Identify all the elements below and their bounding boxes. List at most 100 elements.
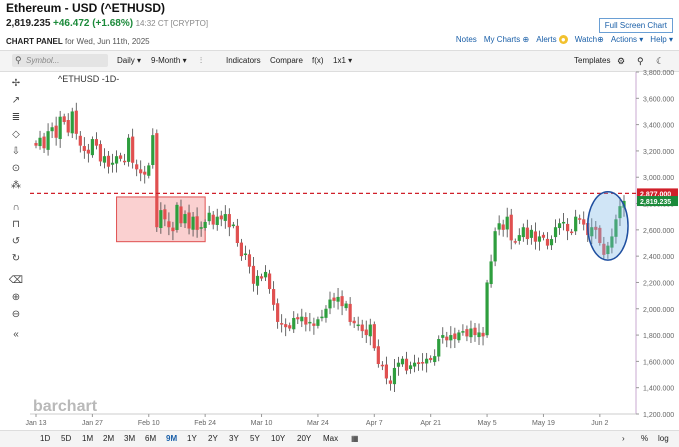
- candle-body: [364, 329, 368, 336]
- range-dropdown[interactable]: 9-Month ▾: [151, 56, 187, 65]
- candle-body: [296, 317, 300, 320]
- candle-body: [461, 331, 465, 333]
- candle-body: [34, 143, 38, 146]
- log-toggle[interactable]: log: [658, 434, 669, 443]
- calendar-icon[interactable]: ▦: [351, 434, 359, 443]
- shape-icon[interactable]: ◇: [12, 129, 20, 140]
- y-tick-label: 1,200.000: [643, 412, 674, 419]
- candle-body: [259, 276, 264, 279]
- percent-toggle[interactable]: %: [641, 434, 649, 443]
- range-max[interactable]: Max: [323, 434, 339, 443]
- candle-body: [98, 144, 103, 162]
- y-tick-label: 3,600.000: [643, 96, 674, 103]
- range-1m[interactable]: 1M: [82, 434, 94, 443]
- grid: [30, 72, 637, 415]
- range-5d[interactable]: 5D: [61, 434, 72, 443]
- candle-body: [517, 235, 521, 241]
- candle-body: [545, 238, 550, 246]
- redo-icon[interactable]: ↻: [11, 253, 21, 264]
- last-price-tag-bg: [637, 196, 678, 207]
- range-2y[interactable]: 2Y: [208, 434, 218, 443]
- candle-body: [54, 125, 58, 138]
- trash-icon[interactable]: ⌫: [8, 275, 24, 286]
- candle-body: [135, 164, 139, 170]
- last-price-tag: 2,819.235: [640, 199, 671, 206]
- range-5y[interactable]: 5Y: [250, 434, 260, 443]
- candle-body: [50, 127, 54, 132]
- range-3m[interactable]: 3M: [124, 434, 136, 443]
- candle-body: [606, 245, 610, 255]
- x-tick-label: Apr 7: [366, 420, 383, 427]
- chevron-right-icon[interactable]: ›: [622, 434, 625, 443]
- range-10y[interactable]: 10Y: [271, 434, 286, 443]
- quote-time: 14:32 CT [CRYPTO]: [135, 19, 209, 28]
- collapse-icon[interactable]: «: [13, 329, 19, 340]
- zoom-in-icon[interactable]: ⊕: [11, 292, 21, 303]
- dark-mode-icon[interactable]: ☾: [656, 56, 665, 66]
- x-tick-label: Feb 10: [138, 420, 160, 427]
- candle-body: [147, 165, 151, 176]
- search-icon[interactable]: ⚲: [637, 56, 644, 66]
- alerts-link[interactable]: Alerts ●: [536, 35, 568, 44]
- layout-dropdown[interactable]: 1x1 ▾: [333, 56, 352, 65]
- candle-body: [537, 236, 542, 242]
- range-9m[interactable]: 9M: [166, 434, 178, 443]
- gear-icon[interactable]: ⚙: [617, 56, 626, 66]
- candle-body: [477, 332, 481, 338]
- undo-icon[interactable]: ↺: [11, 236, 21, 247]
- candle-body: [445, 336, 449, 341]
- range-6m[interactable]: 6M: [145, 434, 157, 443]
- candle-body: [175, 204, 179, 230]
- bell-icon: ●: [558, 35, 568, 44]
- candle-body: [106, 155, 111, 167]
- x-tick-label: Jun 2: [591, 420, 608, 427]
- candle-body: [139, 169, 143, 174]
- range-20y[interactable]: 20Y: [297, 434, 312, 443]
- range-1d[interactable]: 1D: [40, 434, 51, 443]
- function-button[interactable]: f(x): [312, 56, 324, 65]
- full-screen-chart-button[interactable]: Full Screen Chart: [598, 18, 673, 33]
- top-links: Notes My Charts ⊕ Alerts ● Watch⊕ Action…: [456, 35, 673, 44]
- pattern-icon[interactable]: ⁂: [11, 180, 21, 191]
- candle-body: [316, 319, 320, 326]
- range-1y[interactable]: 1Y: [187, 434, 197, 443]
- zoom-out-icon[interactable]: ⊖: [11, 309, 21, 320]
- help-menu[interactable]: Help ▾: [650, 35, 673, 44]
- actions-menu[interactable]: Actions ▾: [611, 35, 643, 44]
- candle-body: [255, 275, 260, 286]
- range-2m[interactable]: 2M: [103, 434, 115, 443]
- range-3y[interactable]: 3Y: [229, 434, 239, 443]
- interval-dropdown[interactable]: Daily ▾: [117, 56, 141, 65]
- lock-icon[interactable]: ⊓: [12, 219, 20, 230]
- candle-body: [127, 137, 131, 162]
- templates-button[interactable]: Templates: [574, 56, 611, 65]
- candle-body: [533, 231, 537, 242]
- candle-body: [372, 324, 376, 349]
- notes-link[interactable]: Notes: [455, 35, 477, 44]
- magnet-icon[interactable]: ∩: [12, 202, 20, 213]
- candle-body: [582, 219, 586, 225]
- range-label: 9-Month: [151, 56, 181, 65]
- symbol-search-input[interactable]: ⚲ Symbol...: [12, 54, 108, 67]
- bar-type-icon[interactable]: ⫶: [200, 56, 202, 65]
- candle-body: [376, 346, 380, 365]
- my-charts-link[interactable]: My Charts ⊕: [484, 35, 529, 44]
- candle-body: [529, 229, 533, 238]
- line-tool-icon[interactable]: ↗: [11, 95, 21, 106]
- fibonacci-icon[interactable]: ⊙: [11, 163, 21, 174]
- chart-panel-label: CHART PANEL for Wed, Jun 11th, 2025: [6, 37, 150, 46]
- crosshair-icon[interactable]: ✢: [11, 78, 21, 89]
- multi-line-icon[interactable]: ≣: [11, 112, 21, 123]
- x-tick-label: Mar 10: [251, 420, 273, 427]
- pointer-icon[interactable]: ⇩: [11, 146, 21, 157]
- y-tick-label: 2,600.000: [643, 228, 674, 235]
- indicators-button[interactable]: Indicators: [226, 56, 261, 65]
- candle-body: [243, 253, 248, 256]
- candle-body: [304, 317, 308, 325]
- candle-body: [574, 216, 578, 232]
- watch-link[interactable]: Watch⊕: [575, 35, 604, 44]
- annotation-box: [116, 196, 206, 243]
- compare-button[interactable]: Compare: [270, 56, 303, 65]
- watch-label: Watch: [574, 35, 598, 44]
